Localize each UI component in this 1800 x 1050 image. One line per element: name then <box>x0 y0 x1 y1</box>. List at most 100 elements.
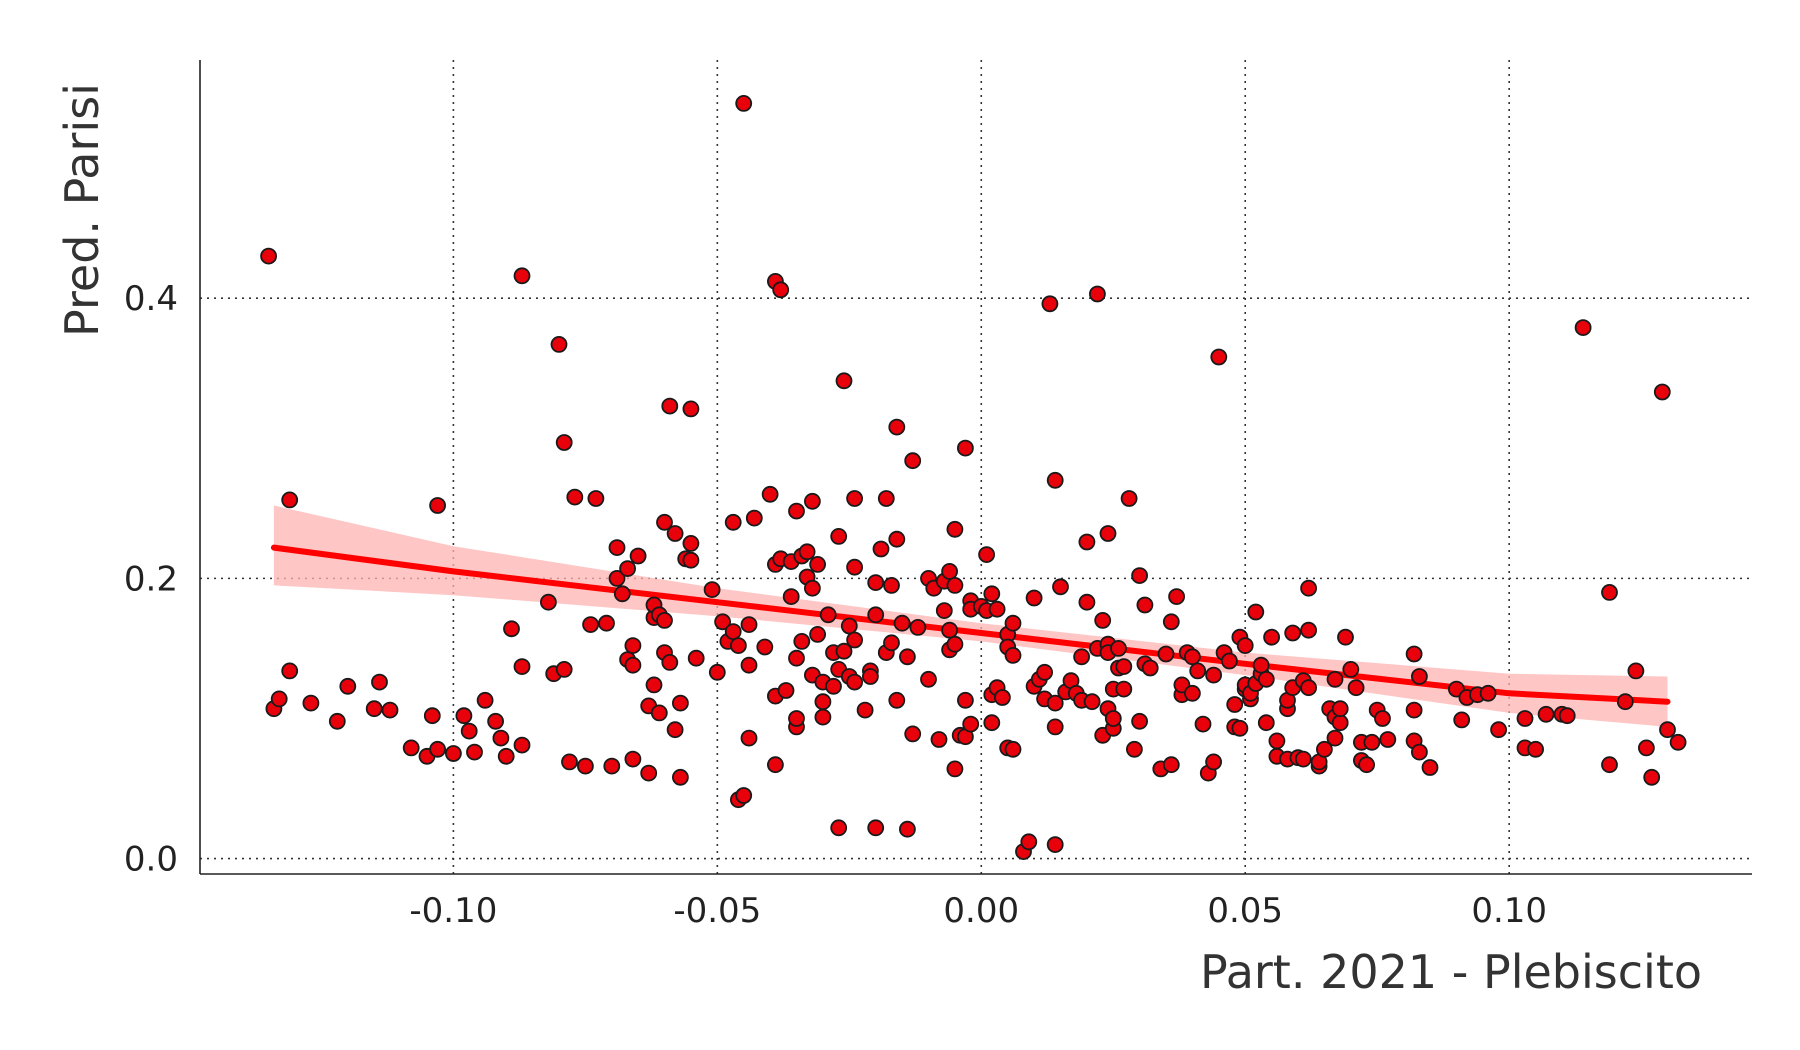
data-point <box>1104 710 1122 727</box>
data-point <box>1120 490 1138 507</box>
data-point <box>714 613 731 631</box>
data-point <box>835 372 853 390</box>
data-point <box>656 612 673 629</box>
data-point <box>1252 656 1270 674</box>
data-point <box>550 335 568 353</box>
grid-lines <box>200 60 1752 874</box>
data-point <box>846 673 863 691</box>
data-point <box>782 588 800 605</box>
data-point <box>1210 348 1228 366</box>
data-point <box>1411 668 1428 685</box>
data-point <box>1036 663 1053 681</box>
data-point <box>1025 589 1043 607</box>
data-point <box>598 614 615 632</box>
data-point <box>946 520 964 538</box>
data-point <box>608 570 626 587</box>
axes <box>199 60 1752 875</box>
data-point <box>846 490 863 507</box>
data-point <box>429 740 447 758</box>
data-point <box>281 491 299 509</box>
data-point <box>1331 700 1349 718</box>
data-point <box>941 621 958 639</box>
data-point <box>946 577 964 594</box>
data-point <box>1004 614 1022 632</box>
data-point <box>846 558 863 576</box>
data-point <box>429 497 447 514</box>
data-point <box>640 764 658 782</box>
data-point <box>513 736 531 754</box>
data-point <box>466 743 483 761</box>
data-point <box>1268 732 1286 750</box>
data-point <box>513 658 531 675</box>
data-point <box>1300 621 1317 639</box>
data-point <box>740 656 758 674</box>
data-point <box>767 756 784 774</box>
data-point <box>1405 701 1423 719</box>
data-point <box>1168 588 1185 605</box>
data-point <box>1041 295 1059 313</box>
x-tick-label: -0.05 <box>673 891 761 931</box>
data-point <box>661 397 679 415</box>
data-point <box>988 600 1006 618</box>
data-point <box>582 616 599 633</box>
data-point <box>1453 711 1471 729</box>
x-tick-label: 0.05 <box>1207 891 1283 931</box>
data-point <box>603 757 621 775</box>
data-point <box>1616 693 1634 711</box>
data-point <box>708 663 726 681</box>
data-point <box>492 729 510 747</box>
data-point <box>566 488 584 506</box>
data-point <box>1194 715 1212 733</box>
data-point <box>946 635 964 653</box>
data-point <box>793 633 811 650</box>
data-point <box>920 670 937 688</box>
data-point <box>877 490 895 507</box>
data-point <box>1638 739 1655 757</box>
data-point <box>645 676 663 694</box>
data-point <box>1046 718 1064 736</box>
data-point <box>724 623 742 640</box>
data-point <box>650 704 668 722</box>
data-point <box>904 725 922 743</box>
data-point <box>1374 710 1391 727</box>
data-point <box>1221 652 1238 670</box>
data-point <box>883 577 900 594</box>
data-point <box>1257 670 1275 688</box>
data-point <box>1643 768 1661 786</box>
data-point <box>270 690 288 708</box>
data-point <box>1300 679 1317 697</box>
data-point <box>1263 628 1280 646</box>
data-point <box>1342 661 1360 678</box>
data-point <box>994 689 1011 706</box>
data-point <box>804 579 821 597</box>
data-point <box>893 614 911 632</box>
data-point <box>1184 648 1201 666</box>
data-point <box>840 617 858 635</box>
data-point <box>1131 567 1148 584</box>
data-point <box>613 585 631 603</box>
x-tick-label: 0.00 <box>943 891 1019 931</box>
data-point <box>735 95 753 112</box>
data-point <box>867 606 885 624</box>
data-point <box>1046 471 1064 489</box>
data-point <box>1627 662 1645 680</box>
data-point <box>1247 603 1265 621</box>
data-point <box>1326 670 1344 688</box>
data-point <box>1300 579 1317 597</box>
data-point <box>629 547 647 565</box>
data-point <box>835 642 853 660</box>
data-point <box>1189 662 1207 680</box>
data-point <box>587 490 605 507</box>
data-point <box>888 530 906 548</box>
data-point <box>899 648 916 666</box>
data-point <box>1052 578 1069 596</box>
data-point <box>703 581 721 598</box>
data-point <box>830 528 848 545</box>
data-point <box>930 731 948 748</box>
data-point <box>1490 721 1507 739</box>
data-point <box>1099 525 1117 542</box>
trend-line-layer <box>270 544 1671 705</box>
y-tick-label: 0.0 <box>124 840 178 880</box>
data-point <box>423 707 441 725</box>
